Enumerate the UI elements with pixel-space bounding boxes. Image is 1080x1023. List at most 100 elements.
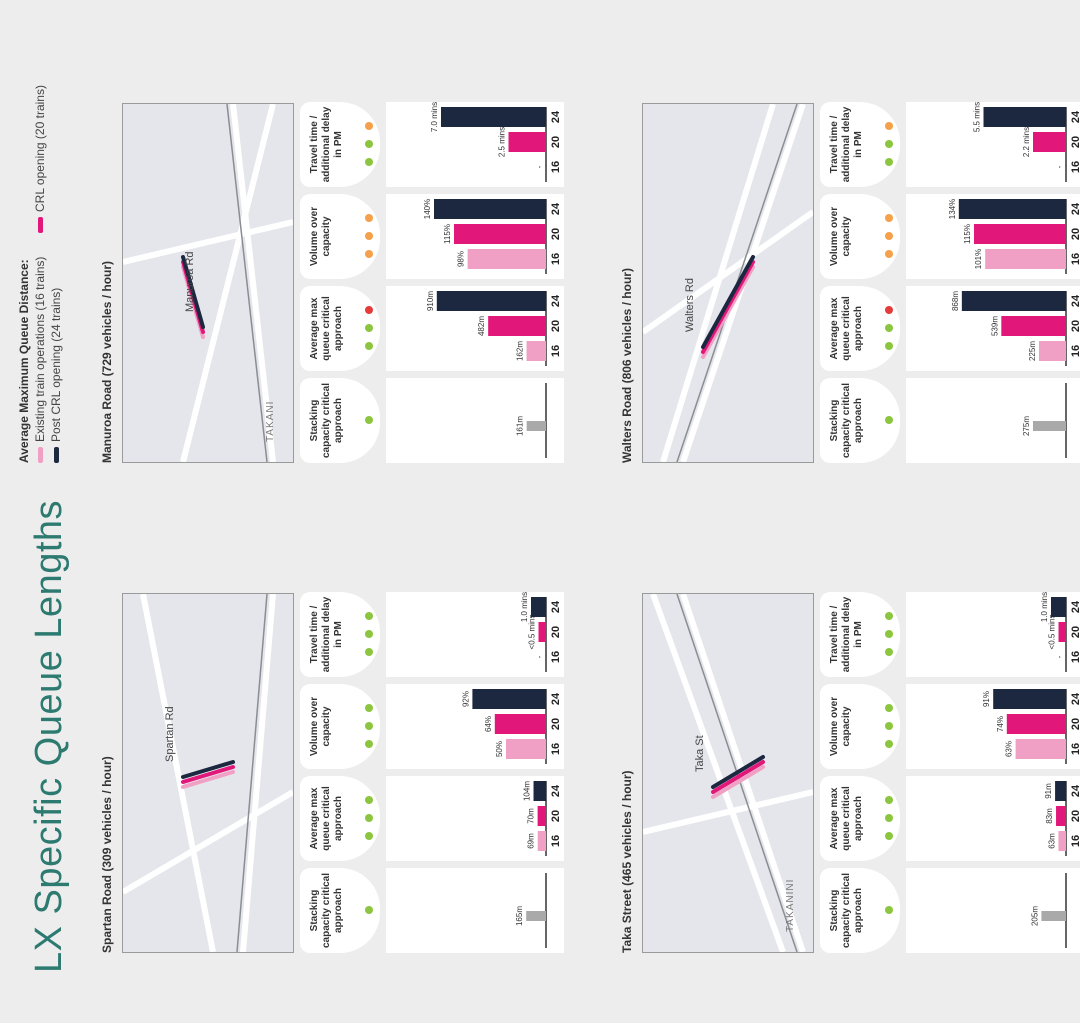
- chart-data-label: 539m: [990, 316, 999, 336]
- chart-bar: [1033, 132, 1066, 152]
- chart-data-label: 104m: [523, 781, 532, 801]
- chart-tick-label: 24: [1070, 110, 1080, 123]
- chart-bar: [974, 224, 1066, 244]
- chart-bar: [537, 806, 547, 826]
- status-dot-green: [885, 906, 893, 915]
- map-road: [660, 104, 776, 462]
- chart-tick-label: 16: [1070, 253, 1080, 265]
- status-dot-green: [365, 140, 373, 149]
- chart-data-label: 92%: [461, 691, 470, 707]
- legend-item-crl: CRL opening (20 trains): [32, 85, 48, 233]
- metric-card-header: Volume over capacity: [300, 194, 380, 279]
- lx-panel: Manuroa Road (729 vehicles / hour) Manuro…: [100, 0, 570, 463]
- map-road: [123, 789, 293, 895]
- chart-data-label: 140%: [423, 199, 432, 219]
- map-road: [230, 104, 276, 462]
- chart-bar: [508, 132, 546, 152]
- chart-bar: [1006, 714, 1067, 734]
- metric-chart: 205m: [1030, 873, 1067, 948]
- status-dot-green: [885, 740, 893, 749]
- status-dots: [360, 592, 378, 677]
- chart-data-label: 83m: [1045, 808, 1054, 824]
- status-dots: [880, 776, 898, 861]
- status-dot-green: [365, 630, 373, 639]
- chart-bar: [441, 107, 546, 127]
- metric-card-header: Volume over capacity: [820, 684, 900, 769]
- map-svg: Spartan Rd: [123, 594, 293, 952]
- chart-bar: [1041, 911, 1066, 921]
- chart-bar: [488, 316, 547, 336]
- metric-card-label: Average max queue critical approach: [309, 786, 344, 851]
- chart-data-label: -: [1055, 165, 1064, 168]
- chart-bar: [983, 107, 1066, 127]
- map-road-label: Walters Rd: [684, 278, 696, 332]
- chart-data-label: 91%: [982, 691, 991, 707]
- metric-card-label: Volume over capacity: [829, 206, 852, 267]
- status-dot-green: [365, 612, 373, 621]
- metric-card-label: Travel time / additional delay in PM: [829, 596, 864, 673]
- status-dot-green: [365, 832, 373, 841]
- chart-data-label: 5.5 mins: [973, 102, 982, 132]
- map-rail-line: [236, 594, 268, 952]
- status-dot-green: [885, 796, 893, 805]
- map-svg: Manuroa Rd TAKANI: [123, 104, 293, 462]
- chart-tick-label: 24: [1070, 784, 1080, 797]
- metric-card-label: Travel time / additional delay in PM: [309, 596, 344, 673]
- chart-data-label: 868m: [951, 291, 960, 311]
- status-dot-green: [365, 324, 373, 333]
- chart-data-label: -: [535, 165, 544, 168]
- metric-card: Travel time / additional delay in PM - 16 <…: [300, 592, 564, 677]
- chart-data-label: -: [535, 655, 544, 658]
- chart-bar: [526, 341, 546, 361]
- chart-tick-label: 16: [1070, 835, 1080, 847]
- map-area-label: TAKANI: [265, 401, 276, 442]
- status-dots: [360, 286, 378, 371]
- chart-data-label: 70m: [527, 808, 536, 824]
- status-dots: [360, 684, 378, 769]
- metric-chart: 69m1670m20104m24No. of trains per hour: [523, 781, 562, 856]
- metric-card-label: Stacking capacity critical approach: [309, 382, 344, 459]
- metric-card-header: Stacking capacity critical approach: [300, 378, 380, 463]
- map-svg: Taka St TAKANINI: [643, 594, 813, 952]
- chart-bar: [454, 224, 546, 244]
- location-map: Taka St TAKANINI: [642, 593, 814, 953]
- chart-tick-label: 16: [550, 835, 562, 847]
- status-dot-green: [365, 158, 373, 167]
- chart-tick-label: 20: [1070, 718, 1080, 730]
- chart-data-label: 2.2 mins: [1022, 127, 1031, 157]
- chart-tick-label: 20: [1070, 228, 1080, 240]
- chart-tick-label: 16: [550, 253, 562, 265]
- chart-tick-label: 16: [550, 345, 562, 357]
- metric-cards: Stacking capacity critical approach 165m A…: [300, 473, 564, 953]
- status-dot-orange: [885, 232, 893, 241]
- metric-card: Average max queue critical approach 225m 1…: [820, 286, 1080, 371]
- chart-data-label: -: [1055, 655, 1064, 658]
- chart-bar: [472, 689, 546, 709]
- metric-chart: 162m16482m20910m24No. of trains per hour: [426, 291, 562, 366]
- chart-data-label: 2.5 mins: [498, 127, 507, 157]
- status-dots: [360, 378, 378, 463]
- status-dot-orange: [365, 214, 373, 223]
- map-queue-line: [701, 265, 755, 359]
- status-dot-orange: [885, 122, 893, 131]
- status-dot-red: [885, 306, 893, 315]
- status-dot-orange: [365, 122, 373, 131]
- metric-card: Average max queue critical approach 63m 16…: [820, 776, 1080, 861]
- status-dots: [360, 868, 378, 953]
- chart-data-label: 115%: [443, 224, 452, 244]
- metric-card: Volume over capacity98%16115%20140%24No.…: [300, 194, 564, 279]
- metric-card-label: Volume over capacity: [309, 696, 332, 757]
- metric-card-header: Stacking capacity critical approach: [820, 868, 900, 953]
- chart-data-label: 91m: [1044, 783, 1053, 799]
- chart-tick-label: 20: [1070, 320, 1080, 332]
- status-dot-green: [365, 342, 373, 351]
- map-road: [650, 594, 786, 952]
- location-map: Spartan Rd: [122, 593, 294, 953]
- status-dot-green: [365, 416, 373, 425]
- status-dot-orange: [365, 232, 373, 241]
- metric-card-header: Average max queue critical approach: [820, 776, 900, 861]
- chart-tick-label: 20: [550, 626, 562, 638]
- legend-item-post-crl: Post CRL opening (24 trains): [48, 257, 64, 463]
- status-dot-green: [885, 324, 893, 333]
